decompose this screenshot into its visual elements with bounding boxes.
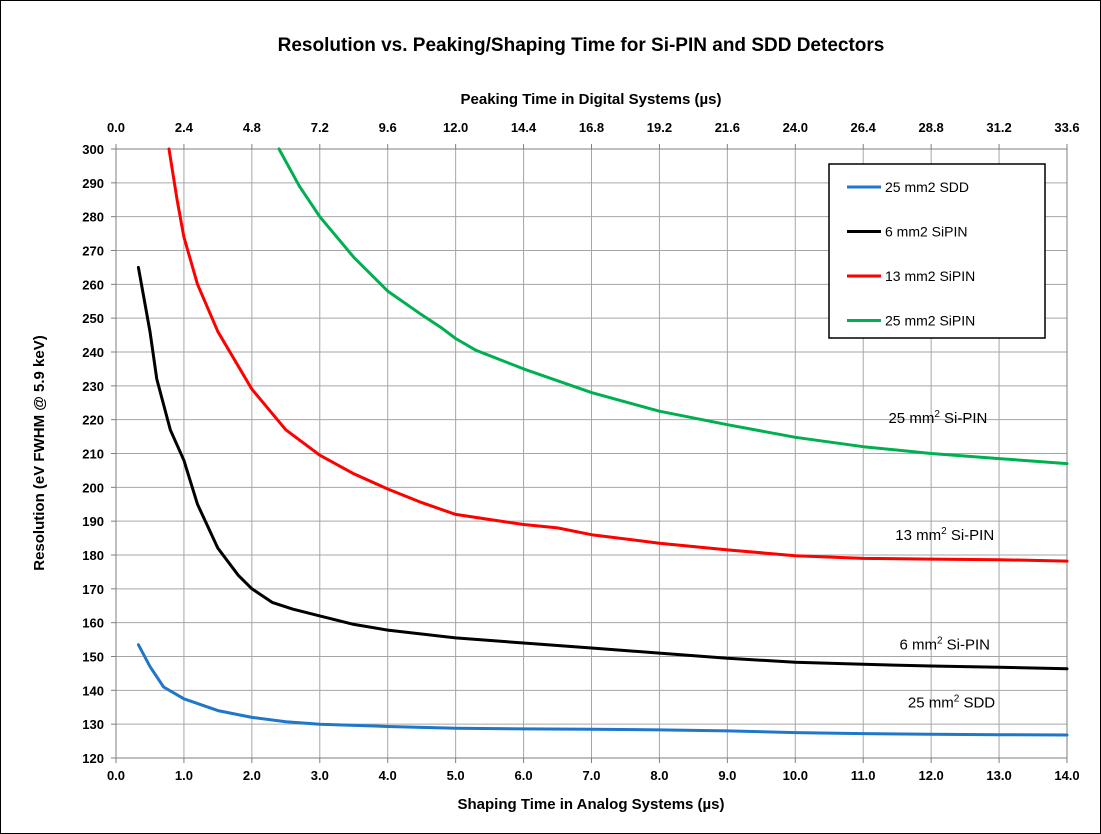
y-tick-label: 180 <box>82 548 104 563</box>
legend-box <box>828 163 1046 339</box>
curve-annotation: 13 mm2 Si-PIN <box>895 526 994 544</box>
y-tick-label: 290 <box>82 176 104 191</box>
y-tick-label: 160 <box>82 616 104 631</box>
series-line <box>136 643 1069 737</box>
y-tick-label: 170 <box>82 582 104 597</box>
plot-area <box>115 148 1068 759</box>
x-tick-label: 5.0 <box>447 768 465 783</box>
tick-labels: 0.0 0.0 1.0 2.4 2.0 4.8 3.0 7.2 4.0 9.6 5.0 12.0 6.0… <box>82 120 1079 783</box>
x2-tick-label: 14.4 <box>511 120 537 135</box>
x-tick-label: 14.0 <box>1054 768 1079 783</box>
y-tick-label: 150 <box>82 650 104 665</box>
curve-annotation: 25 mm2 SDD <box>908 693 995 711</box>
series-layer <box>136 147 1069 737</box>
x2-tick-label: 0.0 <box>107 120 125 135</box>
x2-tick-label: 26.4 <box>851 120 877 135</box>
legend: 25 mm2 SDD 6 mm2 SiPIN 13 mm2 SiPIN 25 mm2 … <box>828 163 1046 339</box>
y-tick-label: 280 <box>82 210 104 225</box>
y-tick-label: 200 <box>82 480 104 495</box>
series-line <box>136 265 1069 671</box>
grid-layer <box>111 144 1068 763</box>
top-axis-title: Peaking Time in Digital Systems (µs) <box>461 91 722 108</box>
y-tick-label: 220 <box>82 413 104 428</box>
y-tick-label: 120 <box>82 751 104 766</box>
x-tick-label: 12.0 <box>918 768 943 783</box>
y-axis-title: Resolution (eV FWHM @ 5.9 keV) <box>31 335 48 571</box>
x2-tick-label: 24.0 <box>783 120 808 135</box>
y-tick-label: 250 <box>82 311 104 326</box>
y-tick-label: 260 <box>82 277 104 292</box>
y-tick-label: 270 <box>82 244 104 259</box>
chart-title: Resolution vs. Peaking/Shaping Time for … <box>278 35 885 56</box>
y-tick-label: 210 <box>82 447 104 462</box>
curve-annotation: 25 mm2 Si-PIN <box>888 409 987 427</box>
x2-tick-label: 9.6 <box>379 120 397 135</box>
x2-tick-label: 19.2 <box>647 120 672 135</box>
x-tick-label: 2.0 <box>243 768 261 783</box>
x-tick-label: 11.0 <box>851 768 876 783</box>
curve-annotation: 6 mm2 Si-PIN <box>899 636 990 654</box>
x2-tick-label: 2.4 <box>175 120 194 135</box>
x-tick-label: 0.0 <box>107 768 125 783</box>
x-tick-label: 1.0 <box>175 768 193 783</box>
x2-tick-label: 31.2 <box>986 120 1011 135</box>
x-tick-label: 13.0 <box>986 768 1011 783</box>
legend-label: 25 mm2 SiPIN <box>885 313 975 329</box>
x-tick-label: 7.0 <box>582 768 600 783</box>
y-tick-label: 300 <box>82 142 104 157</box>
y-tick-label: 140 <box>82 683 104 698</box>
x2-tick-label: 7.2 <box>311 120 329 135</box>
legend-label: 25 mm2 SDD <box>885 179 969 195</box>
x2-tick-label: 33.6 <box>1054 120 1079 135</box>
legend-label: 13 mm2 SiPIN <box>885 268 975 284</box>
y-tick-label: 190 <box>82 514 104 529</box>
x2-tick-label: 16.8 <box>579 120 604 135</box>
annotations: 25 mm2 Si-PIN 13 mm2 Si-PIN 6 mm2 Si-PIN 25… <box>888 409 995 711</box>
x2-tick-label: 28.8 <box>918 120 943 135</box>
series-line <box>277 147 1069 466</box>
y-tick-label: 230 <box>82 379 104 394</box>
x-tick-label: 4.0 <box>379 768 397 783</box>
legend-label: 6 mm2 SiPIN <box>885 224 967 240</box>
x-tick-label: 10.0 <box>783 768 808 783</box>
y-tick-label: 130 <box>82 717 104 732</box>
x2-tick-label: 4.8 <box>243 120 261 135</box>
series-line <box>167 147 1069 563</box>
x-tick-label: 3.0 <box>311 768 329 783</box>
y-tick-label: 240 <box>82 345 104 360</box>
x-tick-label: 8.0 <box>650 768 668 783</box>
x-tick-label: 6.0 <box>515 768 533 783</box>
x2-tick-label: 12.0 <box>443 120 468 135</box>
x-tick-label: 9.0 <box>718 768 736 783</box>
x2-tick-label: 21.6 <box>715 120 740 135</box>
bottom-axis-title: Shaping Time in Analog Systems (µs) <box>457 796 724 813</box>
